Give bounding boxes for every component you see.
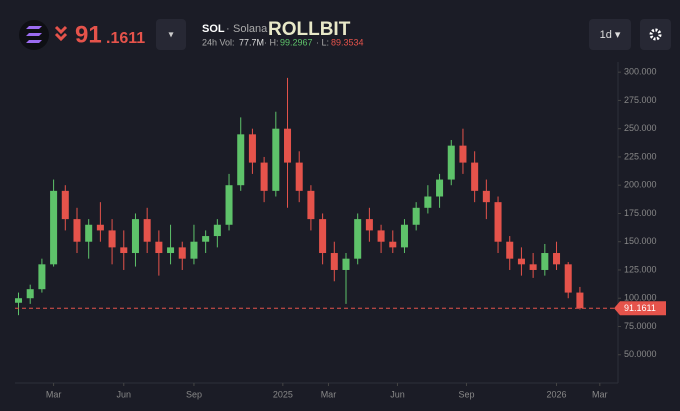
y-tick-label: 300.000 <box>624 67 657 77</box>
vol-label: 24h Vol: <box>202 37 235 47</box>
candle-body <box>307 190 315 220</box>
last-price-label: 91.1611 <box>624 303 656 313</box>
candle-body <box>190 241 198 259</box>
candle-body <box>342 258 350 270</box>
symbol: SOL <box>202 23 225 35</box>
y-tick-label: 225.000 <box>624 151 657 161</box>
candle-body <box>482 190 490 203</box>
y-tick-label: 125.000 <box>624 264 657 274</box>
candle-body <box>73 219 81 242</box>
candle-body <box>517 258 525 265</box>
x-tick-label: Mar <box>46 389 62 399</box>
candle-body <box>436 179 444 197</box>
candle-body <box>178 247 186 259</box>
candle-body <box>553 253 561 265</box>
y-tick-label: 50.0000 <box>624 349 657 359</box>
candle-body <box>319 219 327 254</box>
y-tick-label: 200.000 <box>624 180 657 190</box>
candle-body <box>541 253 549 270</box>
candle-body <box>131 219 139 254</box>
high-value: 99.2967 <box>280 37 313 47</box>
candle-body <box>248 134 256 163</box>
candle-body <box>120 247 128 254</box>
x-tick-label: Sep <box>186 389 202 399</box>
interval-label[interactable]: 1d ▾ <box>600 29 621 41</box>
y-tick-label: 175.000 <box>624 208 657 218</box>
candle-body <box>26 289 34 299</box>
candle-body <box>167 247 175 254</box>
y-tick-label: 275.000 <box>624 95 657 105</box>
candle-body <box>354 219 362 259</box>
candle-body <box>447 145 455 180</box>
dropdown-icon[interactable]: ▾ <box>168 30 173 41</box>
y-tick-label: 75.0000 <box>624 321 657 331</box>
candle-body <box>38 264 46 290</box>
candle-body <box>564 264 572 293</box>
low-label: · L: <box>316 37 329 47</box>
candle-body <box>202 236 210 242</box>
candle-body <box>365 219 373 231</box>
low-value: 89.3534 <box>331 37 364 47</box>
candle-body <box>377 230 385 242</box>
candle-body <box>459 145 467 163</box>
y-tick-label: 150.000 <box>624 236 657 246</box>
candle-body <box>272 128 280 191</box>
y-tick-label: 250.000 <box>624 123 657 133</box>
candle-body <box>213 224 221 237</box>
price-frac: .1611 <box>106 30 145 47</box>
separator: · <box>226 23 230 35</box>
candle-body <box>85 224 93 242</box>
candle-body <box>225 185 233 225</box>
candle-body <box>330 253 338 270</box>
candle-body <box>96 224 104 231</box>
settings-button[interactable] <box>640 19 671 50</box>
x-tick-label: Mar <box>592 389 608 399</box>
candle-body <box>471 162 479 191</box>
candle-body <box>143 219 151 242</box>
coin-name: Solana <box>233 23 268 35</box>
candle-body <box>506 241 514 259</box>
candle-body <box>284 128 292 163</box>
candle-body <box>50 190 58 265</box>
candle-body <box>155 241 163 254</box>
sol-logo-mark <box>26 26 42 43</box>
candle-body <box>400 224 408 248</box>
x-tick-label: Jun <box>117 389 132 399</box>
interval-button[interactable] <box>589 19 631 50</box>
x-tick-label: Mar <box>321 389 337 399</box>
x-tick-label: Sep <box>458 389 474 399</box>
candle-body <box>108 230 116 248</box>
candle-body <box>295 162 303 191</box>
price-int: 91 <box>75 21 102 48</box>
brand: ROLLBIT <box>268 19 351 40</box>
down-arrows <box>54 25 68 42</box>
dropdown-button[interactable] <box>156 19 186 50</box>
candle-body <box>412 207 420 225</box>
candle-body <box>61 190 69 220</box>
candle-body <box>260 162 268 191</box>
vol-value: 77.7M <box>239 37 264 47</box>
last-price-tag <box>614 301 666 316</box>
candle-body <box>15 298 23 303</box>
high-label: · H: <box>264 37 279 47</box>
candle-body <box>576 292 584 309</box>
candle-body <box>389 241 397 248</box>
candle-body <box>529 264 537 270</box>
settings-icon[interactable] <box>649 28 662 41</box>
candle-body <box>494 202 502 242</box>
x-tick-label: 2026 <box>547 389 567 399</box>
x-tick-label: Jun <box>390 389 405 399</box>
y-tick-label: 100.000 <box>624 293 657 303</box>
candle-body <box>237 134 245 186</box>
candle-body <box>424 196 432 208</box>
x-tick-label: 2025 <box>273 389 293 399</box>
